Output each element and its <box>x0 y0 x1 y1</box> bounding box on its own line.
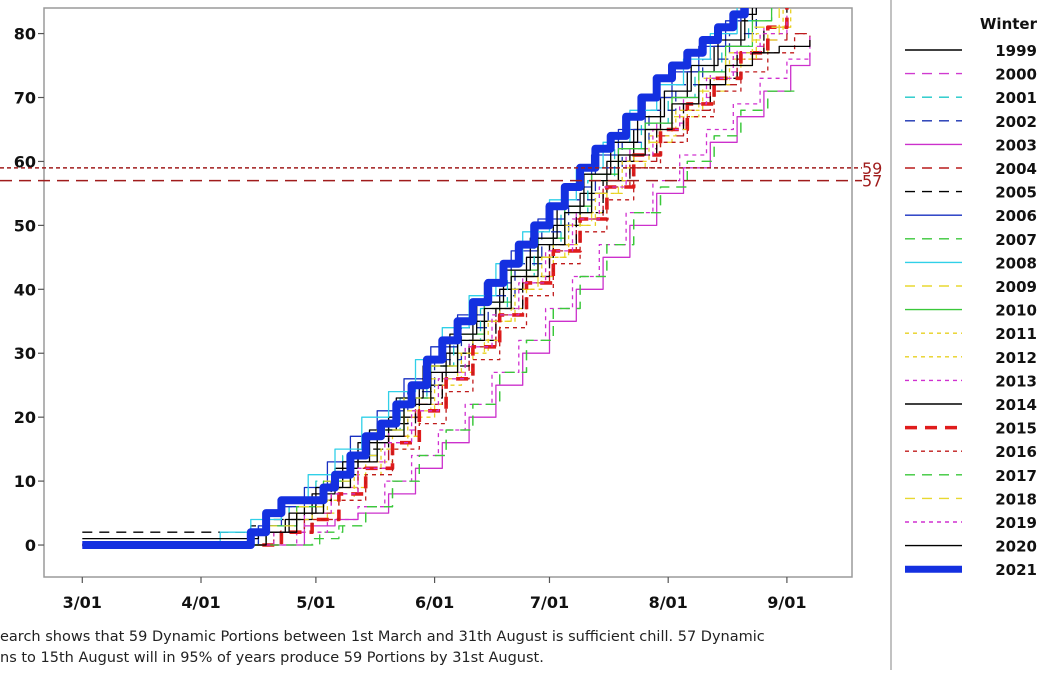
y-tick-label-10: 10 <box>14 472 36 491</box>
y-tick-label-0: 0 <box>25 536 36 555</box>
y-tick-label-80: 80 <box>14 25 36 44</box>
legend-label-2007: 2007 <box>995 231 1037 249</box>
legend-label-2008: 2008 <box>995 254 1037 272</box>
y-tick-label-20: 20 <box>14 408 36 427</box>
reference-label-59: 59 <box>862 159 882 178</box>
legend-label-1999: 1999 <box>995 42 1037 60</box>
series-group <box>82 8 811 549</box>
caption-line-1: earch shows that 59 Dynamic Portions bet… <box>0 629 765 645</box>
series-line-2017 <box>82 90 795 546</box>
legend-label-2013: 2013 <box>995 372 1037 390</box>
x-tick-label-4: 7/01 <box>530 593 569 612</box>
x-tick-label-3: 6/01 <box>415 593 454 612</box>
legend-label-2009: 2009 <box>995 278 1037 296</box>
legend-label-2002: 2002 <box>995 113 1037 131</box>
plot-frame <box>43 7 853 578</box>
caption: earch shows that 59 Dynamic Portions bet… <box>0 627 1049 669</box>
legend-label-2005: 2005 <box>995 184 1037 202</box>
legend-label-2014: 2014 <box>995 396 1037 414</box>
legend-label-2000: 2000 <box>995 66 1037 84</box>
x-tick-label-0: 3/01 <box>63 593 102 612</box>
legend-label-2011: 2011 <box>995 325 1037 343</box>
x-tick-label-1: 4/01 <box>181 593 220 612</box>
series-line-2011 <box>82 8 784 546</box>
y-tick-label-40: 40 <box>14 280 36 299</box>
y-tick-label-50: 50 <box>14 216 36 235</box>
legend-title: Winter <box>980 15 1038 33</box>
y-tick-label-70: 70 <box>14 89 36 108</box>
legend-label-2019: 2019 <box>995 514 1037 532</box>
legend-label-2021: 2021 <box>995 561 1037 579</box>
legend-label-2018: 2018 <box>995 490 1037 508</box>
legend-label-2012: 2012 <box>995 349 1037 367</box>
series-line-2001 <box>82 8 773 546</box>
legend-label-2001: 2001 <box>995 89 1037 107</box>
legend-label-2015: 2015 <box>995 420 1037 438</box>
legend-label-2004: 2004 <box>995 160 1037 178</box>
series-line-2021 <box>82 8 749 549</box>
caption-line-2: ns to 15th August will in 95% of years p… <box>0 650 544 666</box>
reference-label-57: 57 <box>862 172 882 191</box>
x-tick-label-5: 8/01 <box>649 593 688 612</box>
legend-label-2020: 2020 <box>995 538 1037 556</box>
legend-label-2016: 2016 <box>995 443 1037 461</box>
x-tick-label-6: 9/01 <box>767 593 806 612</box>
y-tick-label-30: 30 <box>14 344 36 363</box>
legend-label-2006: 2006 <box>995 207 1037 225</box>
series-line-2012 <box>82 8 792 546</box>
legend-label-2017: 2017 <box>995 467 1037 485</box>
legend-label-2010: 2010 <box>995 302 1037 320</box>
x-tick-label-2: 5/01 <box>296 593 335 612</box>
series-line-2013 <box>82 33 811 546</box>
y-tick-label-60: 60 <box>14 152 36 171</box>
legend-box <box>890 0 1049 674</box>
legend-label-2003: 2003 <box>995 136 1037 154</box>
series-line-2019 <box>82 20 788 546</box>
